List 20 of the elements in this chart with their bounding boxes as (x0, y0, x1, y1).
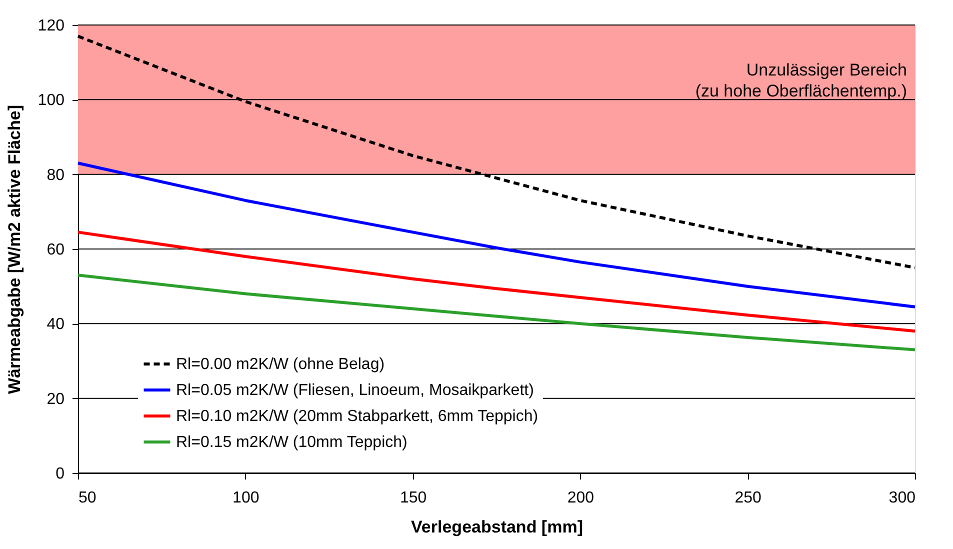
x-tick-label: 200 (567, 490, 594, 506)
legend-label: Rl=0.10 m2K/W (20mm Stabparkett, 6mm Teppich) (176, 408, 538, 425)
band-label: Unzulässiger Bereich (zu hohe Oberflächentemp.) (695, 60, 907, 100)
y-tick-label: 120 (38, 18, 65, 34)
y-tick-label: 80 (46, 166, 65, 184)
x-tick-label: 250 (734, 490, 762, 506)
legend-label: Rl=0.00 m2K/W (ohne Belag) (176, 356, 385, 373)
legend-label: Rl=0.05 m2K/W (Fliesen, Linoeum, Mosaikparkett) (176, 382, 534, 399)
y-tick-label: 100 (38, 92, 65, 110)
y-axis-title: Wärmeabgabe [W/m2 aktive Fläche] (4, 104, 24, 394)
x-tick-label: 100 (232, 490, 260, 506)
y-tick-label: 40 (46, 316, 65, 334)
x-axis-title: Verlegeabstand [mm] (411, 518, 583, 536)
x-tick-label: 50 (78, 490, 96, 506)
y-tick-label: 20 (46, 390, 65, 408)
y-tick-label: 60 (46, 242, 65, 258)
y-tick-label: 0 (56, 466, 65, 482)
legend-label: Rl=0.15 m2K/W (10mm Teppich) (176, 434, 408, 451)
x-tick-label: 150 (400, 490, 427, 506)
x-tick-label: 300 (888, 490, 916, 506)
